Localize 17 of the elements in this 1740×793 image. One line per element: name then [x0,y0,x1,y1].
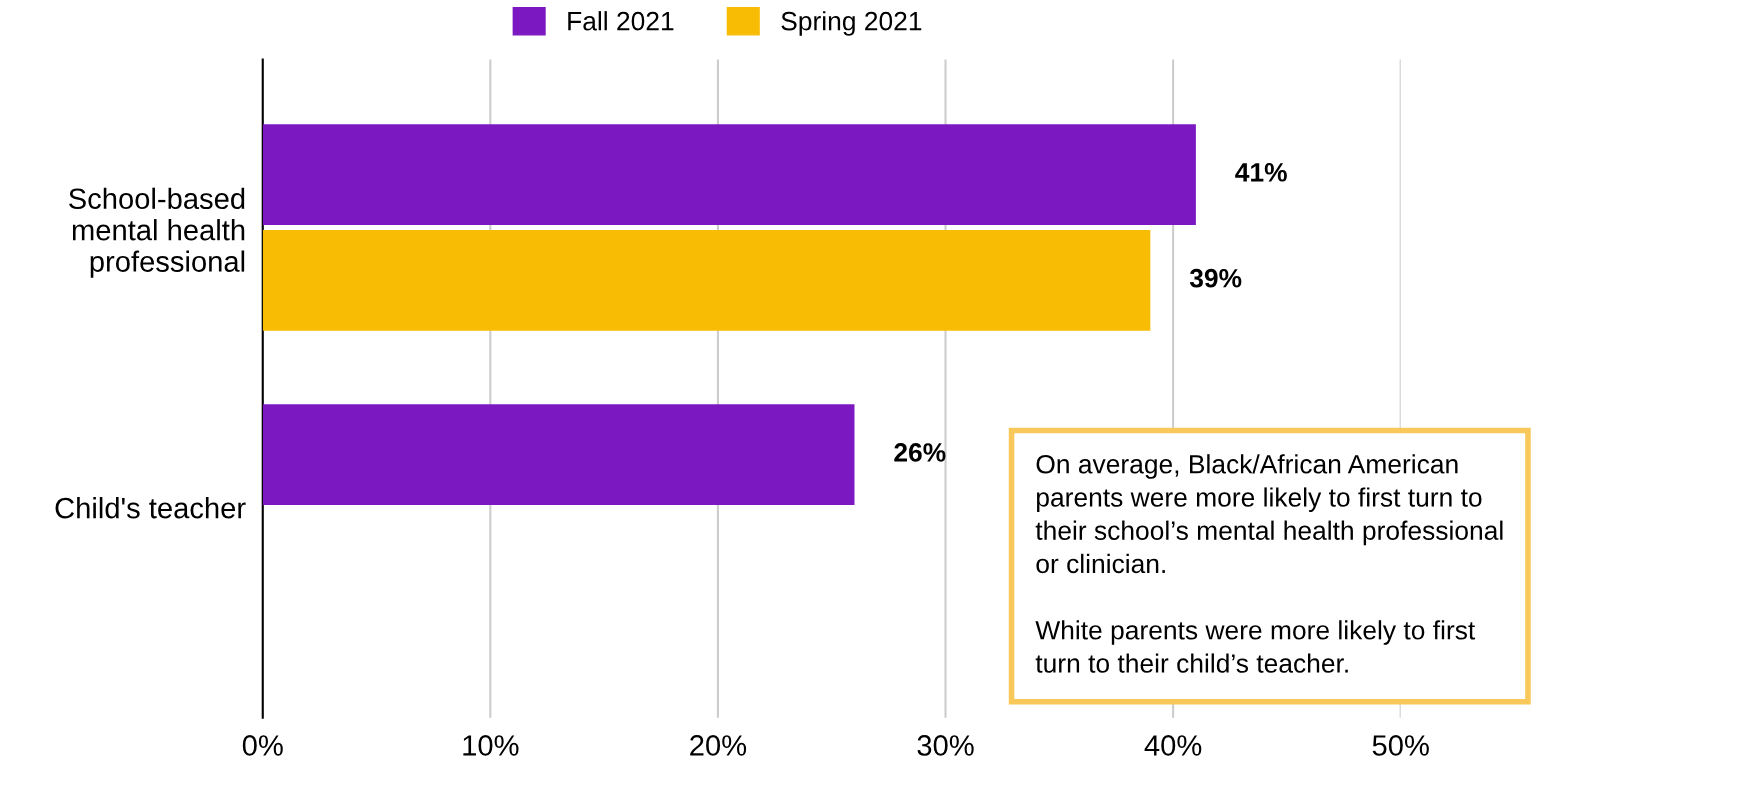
x-tick-label: 40% [1144,735,1202,756]
x-tick-label: 50% [1372,735,1429,756]
bar [262,230,1151,331]
x-tick-label: 0% [242,735,283,756]
y-tick-label: School-based mental health professional [69,187,245,278]
data-label: 39% [1189,268,1242,288]
y-tick-label: Child's teacher [55,497,246,519]
x-tick-label: 20% [690,735,747,756]
text: On average, Black/African American parents were more likely to first turn to their school’s mental health professional or clinician. White parents were more likely to first turn to their child’s teacher. [1035,454,1503,673]
x-tick-label: 30% [917,735,974,756]
bar [262,404,855,506]
legend-label: Spring 2021 [781,11,922,36]
bar [262,124,1196,225]
x-tick-label: 10% [463,735,519,756]
data-label: 41% [1235,163,1287,182]
data-label: 26% [894,443,946,462]
legend-label: Fall 2021 [568,11,674,31]
